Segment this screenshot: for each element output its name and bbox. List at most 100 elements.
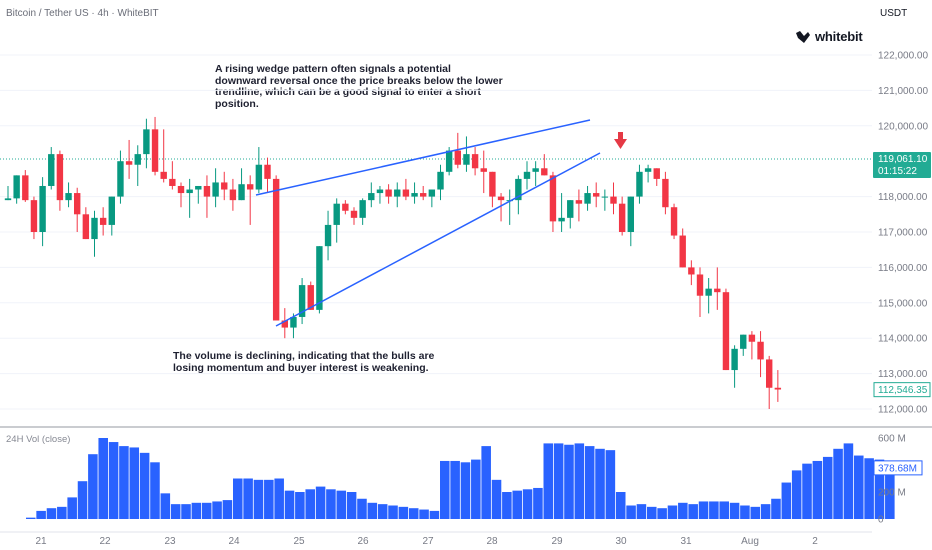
candle[interactable] — [298, 278, 306, 325]
volume-bar[interactable] — [843, 443, 854, 519]
volume-bar[interactable] — [657, 508, 667, 519]
candle[interactable] — [731, 345, 738, 388]
volume-bar[interactable] — [740, 505, 750, 520]
volume-bar[interactable] — [822, 456, 833, 519]
volume-bar[interactable] — [419, 509, 429, 519]
candle[interactable] — [541, 154, 548, 176]
candle[interactable] — [394, 182, 401, 208]
volume-bar[interactable] — [264, 479, 274, 519]
volume-bar[interactable] — [491, 479, 502, 519]
candle[interactable] — [670, 203, 678, 240]
candle[interactable] — [91, 210, 98, 257]
candle[interactable] — [160, 129, 167, 183]
volume-bar[interactable] — [336, 490, 347, 519]
candle[interactable] — [532, 161, 539, 186]
volume-bar[interactable] — [574, 443, 585, 519]
candle[interactable] — [359, 198, 366, 225]
volume-bar[interactable] — [26, 517, 36, 519]
candle[interactable] — [722, 288, 730, 371]
candle[interactable] — [290, 313, 297, 339]
volume-bar[interactable] — [481, 446, 491, 519]
volume-bar[interactable] — [191, 502, 202, 519]
candle[interactable] — [13, 175, 20, 204]
volume-bar[interactable] — [98, 438, 108, 519]
candle[interactable] — [117, 150, 124, 204]
candle[interactable] — [688, 260, 695, 286]
volume-bar[interactable] — [729, 502, 740, 519]
volume-bar[interactable] — [636, 504, 647, 519]
candle[interactable] — [679, 228, 686, 268]
volume-bar[interactable] — [460, 462, 471, 519]
volume-bar[interactable] — [750, 506, 761, 519]
volume-bar[interactable] — [119, 446, 129, 519]
volume-bar[interactable] — [129, 447, 140, 519]
volume-bar[interactable] — [522, 489, 533, 519]
candle[interactable] — [48, 147, 55, 190]
candle[interactable] — [368, 182, 375, 208]
wedge-lower-trendline[interactable] — [275, 152, 601, 327]
volume-bar[interactable] — [212, 501, 222, 519]
candle[interactable] — [82, 207, 90, 240]
volume-bar[interactable] — [615, 492, 626, 519]
candle[interactable] — [593, 182, 600, 208]
candle[interactable] — [143, 118, 150, 169]
candle[interactable] — [411, 182, 418, 204]
volume-bar[interactable] — [533, 487, 543, 519]
candle[interactable] — [186, 178, 193, 218]
volume-bar[interactable] — [139, 452, 150, 519]
candle[interactable] — [350, 207, 358, 225]
volume-bar[interactable] — [150, 462, 160, 519]
candle[interactable] — [333, 198, 340, 243]
volume-bar[interactable] — [791, 470, 802, 519]
volume-bar[interactable] — [67, 497, 77, 519]
candle[interactable] — [515, 175, 522, 215]
volume-bar[interactable] — [833, 448, 843, 519]
volume-bar[interactable] — [667, 505, 678, 520]
volume-bar[interactable] — [274, 478, 284, 520]
volume-bar[interactable] — [647, 506, 657, 519]
candle[interactable] — [740, 334, 747, 356]
volume-bar[interactable] — [885, 467, 895, 519]
volume-bar[interactable] — [57, 506, 67, 519]
candle[interactable] — [471, 147, 479, 176]
volume-bar[interactable] — [408, 508, 419, 519]
candle[interactable] — [247, 175, 254, 225]
volume-bar[interactable] — [46, 508, 57, 519]
volume-bar[interactable] — [760, 504, 771, 519]
volume-bar[interactable] — [315, 486, 326, 519]
candle[interactable] — [757, 331, 764, 378]
volume-bar[interactable] — [854, 455, 864, 519]
volume-bar[interactable] — [605, 450, 616, 519]
volume-bar[interactable] — [377, 504, 388, 519]
volume-bar[interactable] — [181, 504, 191, 519]
candle[interactable] — [134, 145, 141, 186]
volume-bar[interactable] — [36, 510, 46, 519]
volume-bar[interactable] — [698, 501, 709, 519]
candle[interactable] — [307, 281, 314, 310]
candle[interactable] — [255, 147, 263, 194]
candle[interactable] — [549, 171, 557, 232]
candle[interactable] — [480, 150, 487, 194]
volume-bar[interactable] — [781, 482, 792, 519]
candle[interactable] — [705, 278, 712, 314]
candle[interactable] — [195, 185, 202, 204]
candle[interactable] — [229, 178, 237, 211]
candle[interactable] — [56, 150, 64, 211]
candle[interactable] — [748, 331, 756, 360]
candle[interactable] — [264, 157, 271, 194]
volume-bar[interactable] — [626, 505, 636, 520]
candle[interactable] — [567, 200, 574, 229]
candle[interactable] — [74, 187, 81, 232]
candle[interactable] — [437, 164, 444, 201]
wedge-upper-trendline[interactable] — [255, 119, 591, 196]
candle[interactable] — [376, 185, 384, 204]
candle[interactable] — [627, 196, 634, 247]
candle[interactable] — [402, 178, 410, 201]
volume-bar[interactable] — [253, 479, 264, 519]
candle[interactable] — [662, 171, 669, 215]
volume-bar[interactable] — [802, 463, 812, 519]
candle[interactable] — [714, 267, 721, 310]
volume-bar[interactable] — [398, 506, 409, 519]
candle[interactable] — [4, 185, 12, 201]
candle[interactable] — [108, 196, 115, 236]
